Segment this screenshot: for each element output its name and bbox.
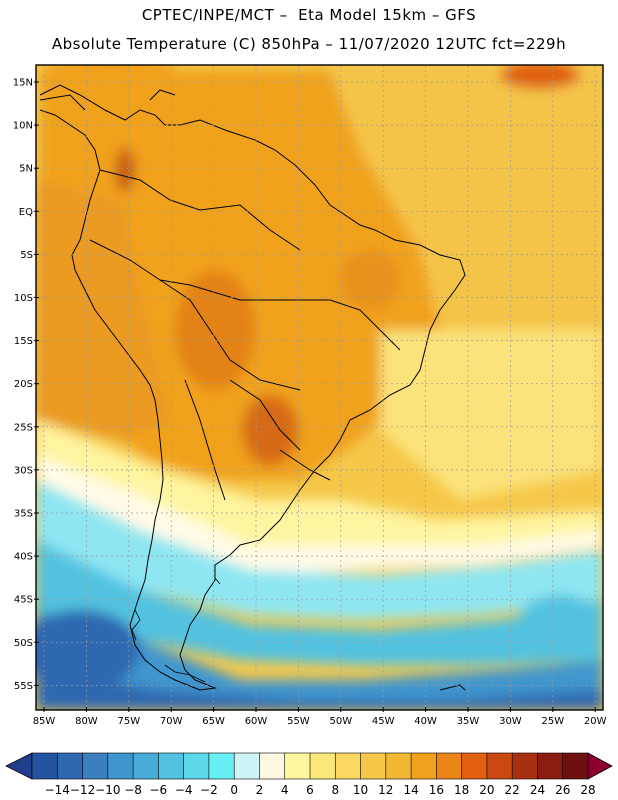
lon-label: 45W [372, 716, 395, 727]
colorbar-label: 4 [281, 783, 289, 797]
colorbar-max-arrow [587, 752, 613, 780]
lat-label: 10S [14, 293, 33, 304]
lat-label: 30S [14, 465, 33, 476]
colorbar-swatch [537, 752, 564, 780]
colorbar-swatch [309, 752, 336, 780]
lat-label: EQ [19, 207, 33, 218]
colorbar-label: 8 [331, 783, 339, 797]
colorbar-label: 22 [505, 783, 520, 797]
lat-label: 45S [14, 595, 33, 606]
colorbar-label: −2 [200, 783, 218, 797]
colorbar-swatch [562, 752, 589, 780]
colorbar-label: 16 [429, 783, 444, 797]
lon-label: 60W [245, 716, 268, 727]
colorbar-swatch [183, 752, 210, 780]
colorbar-swatch [461, 752, 488, 780]
lon-label: 55W [287, 716, 310, 727]
lat-label: 50S [14, 638, 33, 649]
colorbar-label: 18 [454, 783, 469, 797]
colorbar-label: 26 [555, 783, 570, 797]
title-line-1: CPTEC/INPE/MCT – Eta Model 15km – GFS [141, 6, 477, 24]
lon-label: 85W [33, 716, 56, 727]
colorbar-swatch [360, 752, 387, 780]
lon-label: 50W [329, 716, 352, 727]
colorbar-label: −10 [95, 783, 120, 797]
colorbar-swatch [208, 752, 235, 780]
colorbar-swatch [107, 752, 134, 780]
lat-label: 15N [13, 78, 33, 89]
lon-label: 70W [160, 716, 183, 727]
colorbar-swatch [233, 752, 261, 780]
colorbar-label: 14 [403, 783, 418, 797]
colorbar-swatch [259, 752, 286, 780]
colorbar-label: −8 [124, 783, 142, 797]
colorbar-swatch [82, 752, 109, 780]
colorbar-label: 2 [256, 783, 264, 797]
lat-label: 10N [13, 121, 33, 132]
colorbar-label: 10 [353, 783, 368, 797]
longitude-labels: 85W 80W 75W 70W 65W 60W 55W 50W 45W 40W 35W 30W 25W 2… [33, 707, 607, 727]
lat-label: 5S [20, 250, 33, 261]
lon-label: 30W [499, 716, 522, 727]
colorbar-label: 12 [378, 783, 393, 797]
colorbar-label: 24 [530, 783, 545, 797]
lat-label: 55S [14, 681, 33, 692]
colorbar-label: 6 [306, 783, 314, 797]
colorbar-swatch [410, 752, 437, 780]
colorbar-swatch [284, 752, 311, 780]
colorbar-swatch [436, 752, 463, 780]
colorbar-swatch [31, 752, 58, 780]
colorbar-swatch [334, 752, 362, 780]
lon-label: 35W [457, 716, 480, 727]
colorbar-swatch [385, 752, 412, 780]
lon-label: 20W [584, 716, 607, 727]
colorbar-label: −14 [45, 783, 70, 797]
colorbar-label: 20 [479, 783, 494, 797]
colorbar-label: 0 [230, 783, 238, 797]
title-line-2: Absolute Temperature (C) 850hPa – 11/07/… [51, 35, 567, 53]
colorbar-label: −12 [70, 783, 95, 797]
colorbar-swatch [486, 752, 513, 780]
colorbar-label: −6 [150, 783, 168, 797]
colorbar-min-arrow [5, 752, 33, 780]
lon-label: 80W [75, 716, 98, 727]
colorbar-swatch [132, 752, 159, 780]
colorbar: −14 −12 −10 −8 −6 −4 −2 0 2 4 6 8 10 12 14 16 18 20 22 24 26… [5, 752, 613, 797]
lat-label: 40S [14, 552, 33, 563]
lon-label: 75W [117, 716, 140, 727]
lat-label: 5N [19, 164, 33, 175]
lat-label: 15S [14, 336, 33, 347]
temperature-field [36, 65, 603, 710]
lat-label: 25S [14, 422, 33, 433]
lat-label: 35S [14, 509, 33, 520]
lon-label: 25W [541, 716, 564, 727]
colorbar-swatch [56, 752, 84, 780]
colorbar-swatch [158, 752, 185, 780]
colorbar-label: 28 [580, 783, 595, 797]
colorbar-swatch [511, 752, 539, 780]
latitude-labels: 15N 10N 5N EQ 5S 10S 15S 20S 25S 30S 35S 40S 45S 50S 5… [13, 78, 39, 692]
map-frame [35, 64, 604, 711]
lon-label: 40W [414, 716, 437, 727]
colorbar-label: −4 [175, 783, 193, 797]
lat-label: 20S [14, 379, 33, 390]
coastlines [39, 84, 466, 691]
lon-label: 65W [202, 716, 225, 727]
